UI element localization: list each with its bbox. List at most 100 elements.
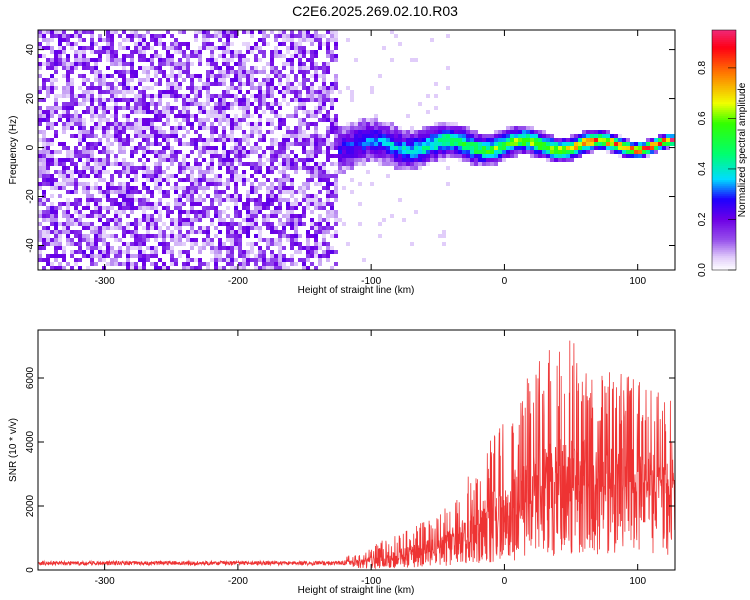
spectrogram-cell (290, 82, 294, 86)
spectrogram-cell (414, 58, 418, 62)
spectrogram-cell (334, 218, 338, 222)
spectrogram-cell (46, 166, 50, 170)
spectrogram-cell (422, 138, 426, 142)
spectrogram-cell (206, 62, 210, 66)
spectrogram-cell (98, 186, 102, 190)
spectrogram-cell (514, 134, 518, 138)
spectrogram-cell (326, 42, 330, 46)
spectrogram-cell (278, 106, 282, 110)
spectrogram-cell (406, 130, 410, 134)
spectrogram-cell (206, 90, 210, 94)
spectrogram-cell (530, 138, 534, 142)
spectrogram-cell (350, 134, 354, 138)
spectrogram-cell (326, 250, 330, 254)
spectrogram-cell (130, 266, 134, 270)
spectrogram-cell (138, 50, 142, 54)
spectrogram-cell (366, 170, 370, 174)
spectrogram-cell (146, 214, 150, 218)
spectrogram-cell (154, 166, 158, 170)
spectrogram-cell (82, 58, 86, 62)
spectrogram-cell (74, 210, 78, 214)
spectrogram-cell (238, 122, 242, 126)
spectrogram-cell (454, 130, 458, 134)
spectrogram-cell (446, 126, 450, 130)
spectrogram-cell (122, 54, 126, 58)
spectrogram-cell (402, 138, 406, 142)
spectrogram-cell (270, 70, 274, 74)
spectrogram-cell (146, 102, 150, 106)
spectrogram-cell (110, 58, 114, 62)
spectrogram-cell (142, 118, 146, 122)
spectrogram-cell (446, 142, 450, 146)
spectrogram-cell (378, 122, 382, 126)
spectrogram-cell (154, 70, 158, 74)
spectrogram-cell (70, 98, 74, 102)
spectrogram-cell (58, 234, 62, 238)
spectrogram-cell (290, 194, 294, 198)
spectrogram-cell (282, 150, 286, 154)
spectrogram-cell (122, 58, 126, 62)
spectrogram-cell (258, 90, 262, 94)
spectrogram-cell (62, 126, 66, 130)
spectrogram-cell (162, 122, 166, 126)
spectrogram-cell (534, 134, 538, 138)
spectrogram-cell (226, 158, 230, 162)
spectrogram-cell (294, 50, 298, 54)
spectrogram-cell (94, 230, 98, 234)
spectrogram-cell (154, 150, 158, 154)
spectrogram-cell (170, 254, 174, 258)
spectrogram-cell (70, 178, 74, 182)
spectrogram-cell (210, 182, 214, 186)
spectrogram-cell (194, 86, 198, 90)
colorbar-cell (712, 36, 736, 39)
spectrogram-cell (142, 242, 146, 246)
spectrogram-cell (318, 214, 322, 218)
spectrogram-cell (202, 230, 206, 234)
spectrogram-cell (194, 34, 198, 38)
spectrogram-cell (142, 250, 146, 254)
spectrogram-cell (282, 246, 286, 250)
spectrogram-cell (142, 38, 146, 42)
spectrogram-cell (218, 70, 222, 74)
spectrogram-cell (274, 34, 278, 38)
spectrogram-cell (86, 62, 90, 66)
spectrogram-cell (594, 130, 598, 134)
spectrogram-cell (146, 58, 150, 62)
spectrogram-cell (222, 118, 226, 122)
spectrogram-cell (130, 254, 134, 258)
colorbar-cell (712, 182, 736, 185)
spectrogram-cell (118, 254, 122, 258)
spectrogram-cell (74, 190, 78, 194)
spectrogram-cell (134, 46, 138, 50)
spectrogram-cell (374, 130, 378, 134)
spectrogram-cell (102, 110, 106, 114)
spectrogram-cell (110, 174, 114, 178)
spectrogram-cell (142, 42, 146, 46)
spectrogram-cell (54, 234, 58, 238)
spectrogram-x-tick-label: 100 (629, 276, 646, 287)
spectrogram-cell (70, 154, 74, 158)
spectrogram-cell (86, 166, 90, 170)
spectrogram-cell (238, 98, 242, 102)
snr-y-tick-label: 6000 (25, 366, 36, 389)
spectrogram-cell (314, 182, 318, 186)
spectrogram-cell (618, 146, 622, 150)
spectrogram-cell (234, 138, 238, 142)
spectrogram-cell (82, 62, 86, 66)
spectrogram-cell (78, 50, 82, 54)
spectrogram-cell (558, 138, 562, 142)
spectrogram-cell (38, 174, 42, 178)
spectrogram-cell (110, 46, 114, 50)
spectrogram-cell (42, 170, 46, 174)
colorbar-cell (712, 108, 736, 111)
spectrogram-cell (86, 86, 90, 90)
spectrogram-cell (194, 242, 198, 246)
spectrogram-cell (38, 230, 42, 234)
spectrogram-cell (198, 174, 202, 178)
spectrogram-cell (114, 106, 118, 110)
colorbar-cell (712, 80, 736, 83)
spectrogram-cell (118, 194, 122, 198)
spectrogram-cell (218, 254, 222, 258)
spectrogram-cell (494, 146, 498, 150)
spectrogram-cell (146, 186, 150, 190)
